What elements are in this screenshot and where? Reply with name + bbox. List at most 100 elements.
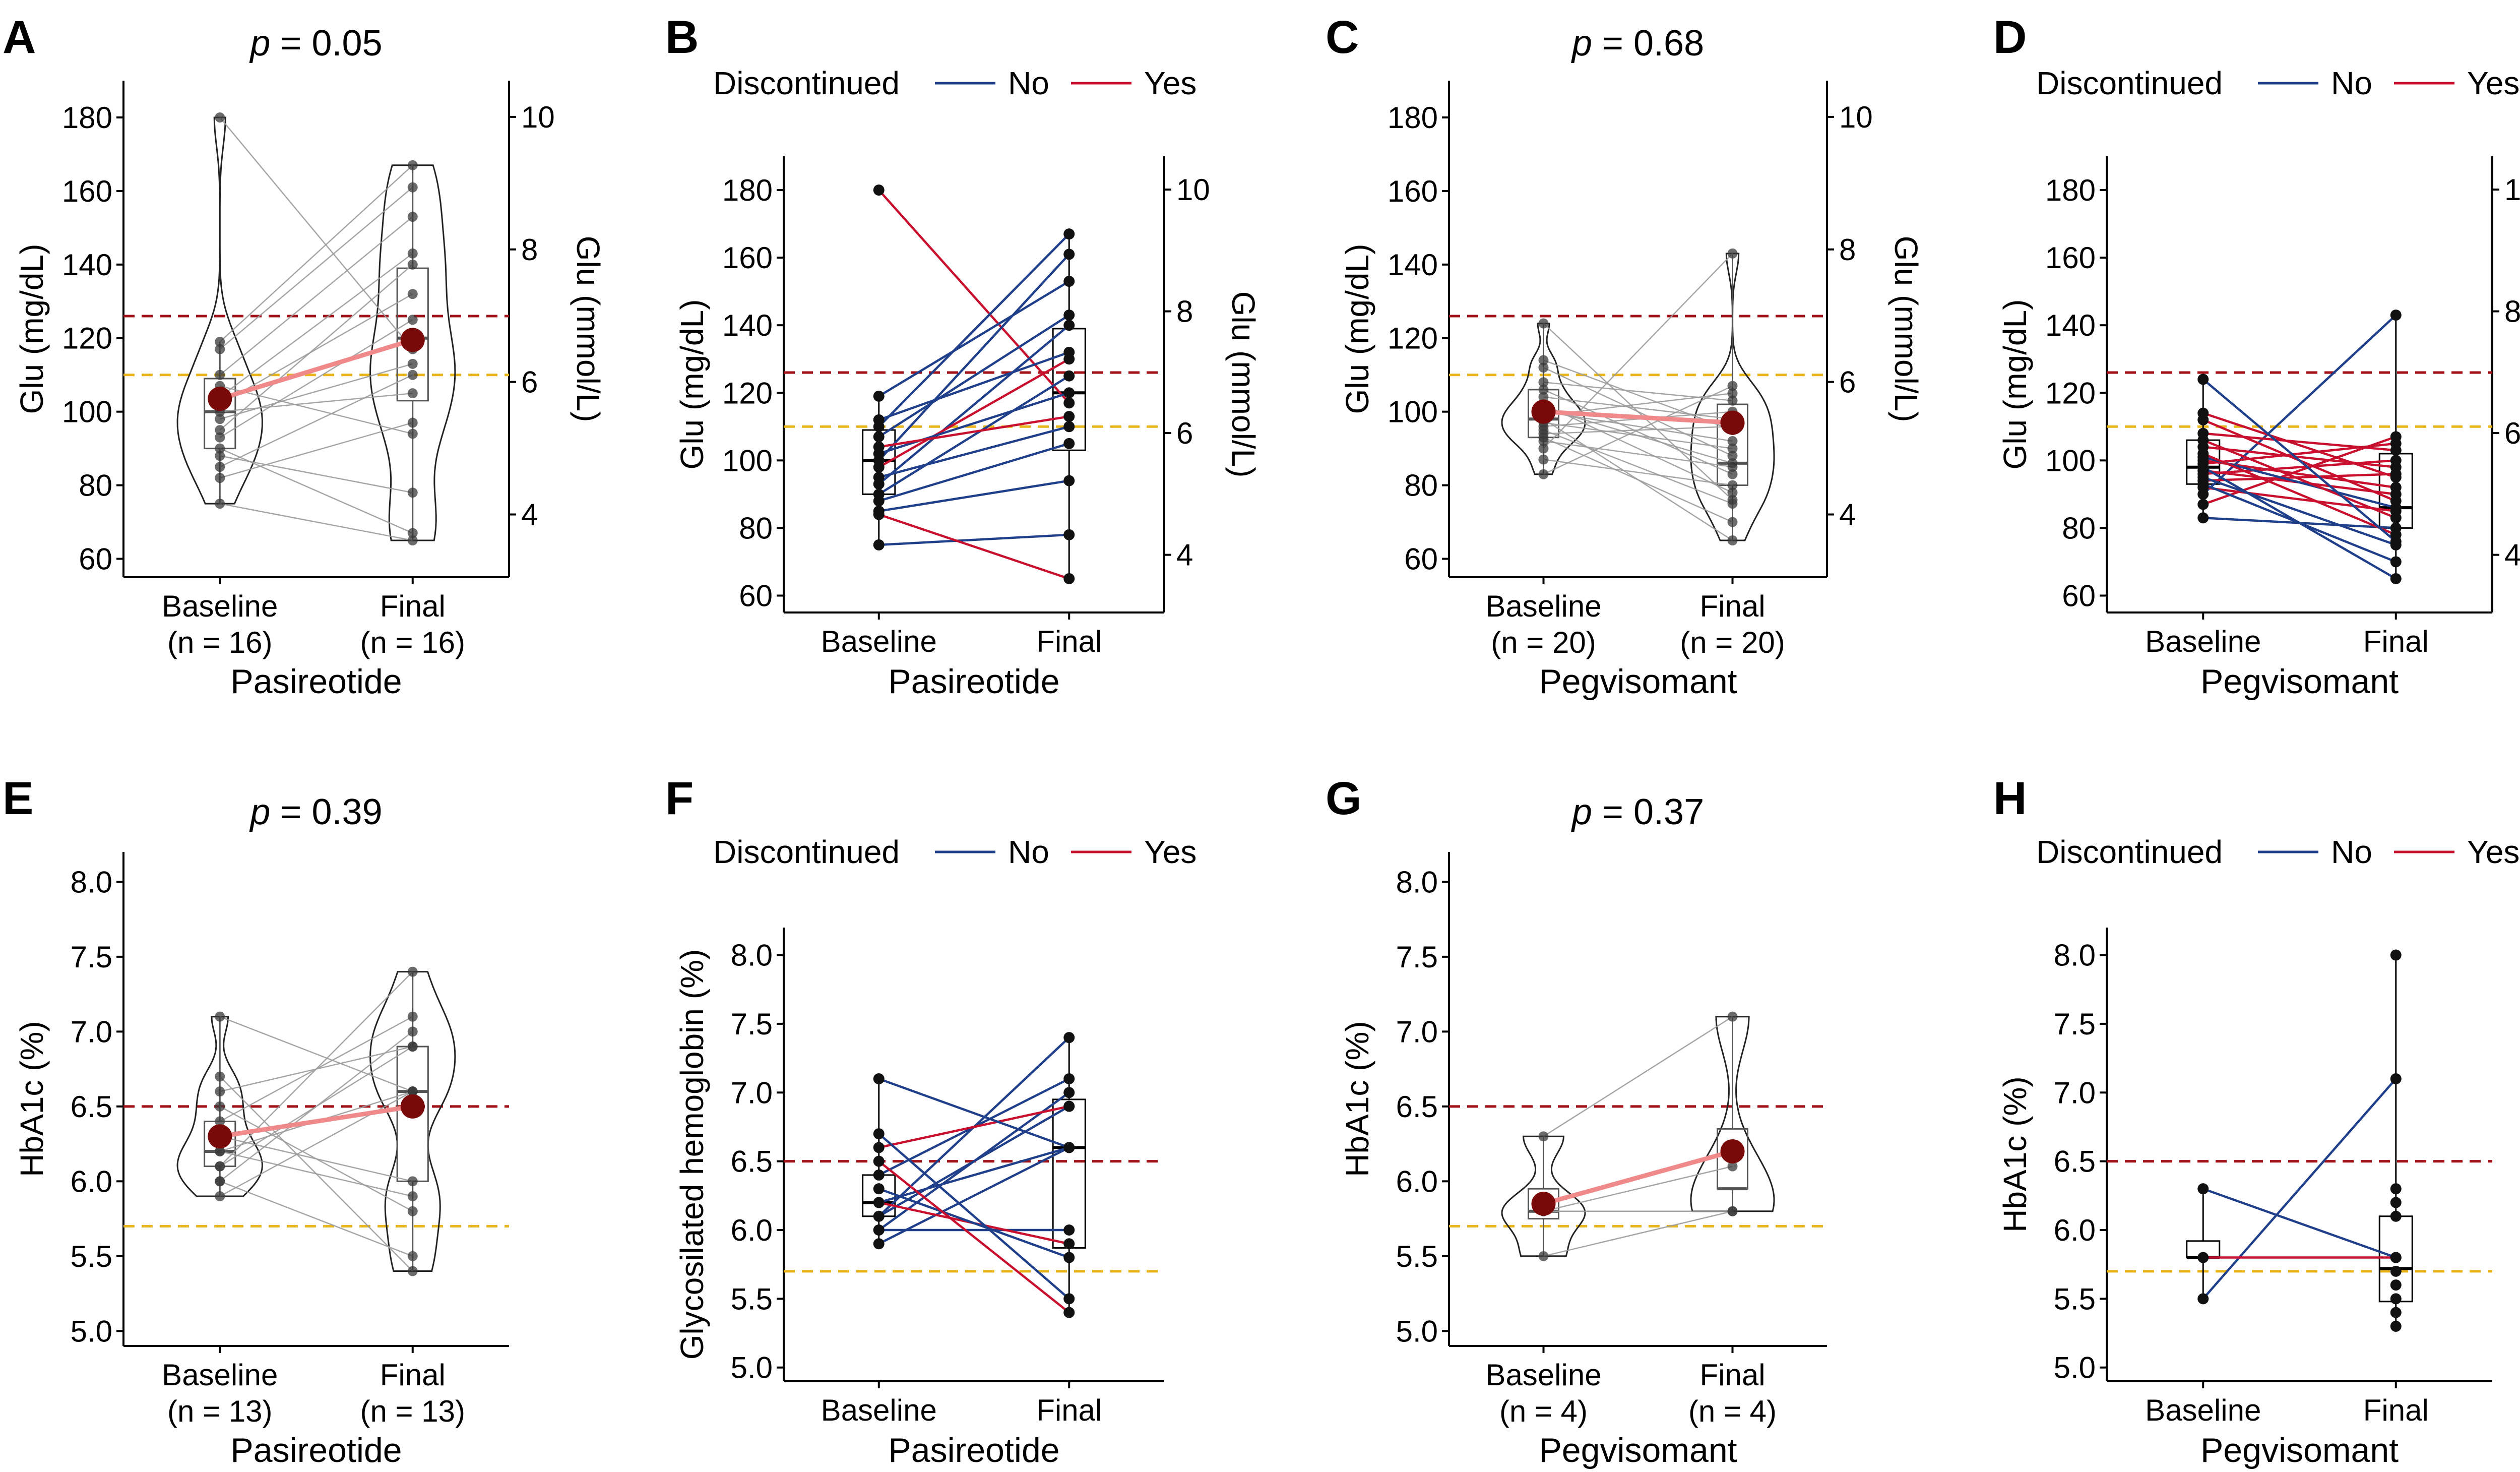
y-tick-label: 120 xyxy=(1388,322,1438,355)
p-value-title: p = 0.68 xyxy=(1571,23,1704,64)
data-point-final xyxy=(407,428,418,439)
y-tick-label: 8.0 xyxy=(1396,865,1438,899)
data-point-final xyxy=(1063,1032,1075,1044)
data-point-baseline xyxy=(1538,469,1549,479)
data-point-final xyxy=(1727,1161,1738,1172)
data-point-final xyxy=(1727,381,1738,391)
y-tick-label: 100 xyxy=(2045,444,2096,477)
legend-no-label: No xyxy=(1008,65,1049,101)
y-tick-label: 6.0 xyxy=(731,1213,773,1247)
x-tick-n-label: (n = 4) xyxy=(1499,1394,1588,1428)
data-point-baseline xyxy=(873,441,885,453)
legend-title: Discontinued xyxy=(2036,834,2223,870)
y2-tick-label: 8 xyxy=(1176,295,1193,329)
data-point-final xyxy=(1063,573,1075,584)
data-point-baseline xyxy=(215,499,225,509)
violin-final xyxy=(1690,1016,1775,1212)
mean-point-baseline xyxy=(208,387,232,411)
data-point-final xyxy=(407,358,418,369)
data-point-final xyxy=(407,1086,418,1097)
paired-line xyxy=(2202,456,2397,509)
mean-point-final xyxy=(1720,410,1745,435)
y-tick-label: 140 xyxy=(1388,248,1438,282)
y-tick-label: 6.0 xyxy=(1396,1164,1438,1198)
y-tick-label: 60 xyxy=(1404,542,1438,576)
y-tick-label: 180 xyxy=(62,101,112,135)
data-point-baseline xyxy=(2197,1293,2209,1305)
x-axis-title: Pegvisomant xyxy=(1539,1431,1737,1469)
data-point-baseline xyxy=(2197,512,2209,524)
y2-tick-label: 4 xyxy=(2504,538,2520,572)
data-point-final xyxy=(1727,443,1738,454)
y2-tick-label: 8 xyxy=(1839,233,1856,267)
y-tick-label: 7.5 xyxy=(1396,940,1438,974)
paired-line xyxy=(219,363,413,420)
data-point-final xyxy=(407,1191,418,1202)
paired-line xyxy=(1543,382,1733,402)
paired-line xyxy=(878,415,1069,448)
paired-line xyxy=(878,533,1069,546)
y-axis-title: HbA1c (%) xyxy=(14,1021,50,1177)
data-point-baseline xyxy=(873,488,885,500)
y2-tick-label: 10 xyxy=(1176,173,1210,207)
data-point-baseline xyxy=(1538,318,1549,329)
paired-line xyxy=(878,324,1070,485)
y-tick-label: 80 xyxy=(79,469,112,503)
paired-line xyxy=(219,374,413,468)
y-tick-label: 100 xyxy=(722,444,773,477)
data-point-baseline xyxy=(215,1011,225,1022)
legend-yes-label: Yes xyxy=(2467,65,2519,101)
y-tick-label: 7.5 xyxy=(2054,1007,2096,1041)
mean-point-baseline xyxy=(1531,1191,1556,1216)
paired-line xyxy=(878,479,1069,513)
paired-line xyxy=(878,280,1070,397)
paired-line xyxy=(2203,432,2396,452)
data-point-baseline xyxy=(215,337,225,347)
y-tick-label: 160 xyxy=(62,174,112,208)
data-point-final xyxy=(1727,248,1738,259)
p-value: = 0.68 xyxy=(1592,23,1704,64)
p-value: = 0.39 xyxy=(270,792,382,832)
paired-line xyxy=(2203,446,2396,468)
y-axis-title: HbA1c (%) xyxy=(1339,1021,1375,1177)
x-tick-n-label: (n = 16) xyxy=(167,626,272,659)
data-point-final xyxy=(2390,445,2402,456)
data-point-final xyxy=(407,1011,418,1022)
x-tick-n-label: (n = 4) xyxy=(1688,1394,1777,1428)
paired-line xyxy=(878,253,1070,461)
p-symbol: p xyxy=(249,792,270,832)
y-tick-label: 7.5 xyxy=(71,940,112,974)
data-point-final xyxy=(1063,1087,1075,1098)
data-point-baseline xyxy=(215,1176,225,1187)
y-tick-label: 5.5 xyxy=(1396,1240,1438,1273)
y-tick-label: 5.5 xyxy=(731,1282,773,1316)
legend-yes-label: Yes xyxy=(1144,834,1196,870)
legend-title: Discontinued xyxy=(2036,65,2223,101)
data-point-final xyxy=(1727,395,1738,406)
y-tick-label: 100 xyxy=(1388,395,1438,429)
violin-baseline xyxy=(1501,1135,1586,1257)
y2-tick-label: 6 xyxy=(1839,365,1856,399)
paired-line xyxy=(1543,323,1733,501)
x-tick-n-label: (n = 13) xyxy=(167,1394,272,1428)
data-point-final xyxy=(1063,228,1075,240)
y2-axis-title: Glu (mmol/L) xyxy=(1888,236,1924,422)
paired-line xyxy=(219,1106,413,1212)
data-point-baseline xyxy=(215,112,225,122)
mean-point-final xyxy=(400,1094,425,1119)
x-tick-label: Baseline xyxy=(2145,1393,2261,1427)
p-symbol: p xyxy=(249,23,270,64)
data-point-baseline xyxy=(215,473,225,483)
data-point-final xyxy=(1063,1100,1075,1112)
x-tick-n-label: (n = 20) xyxy=(1680,626,1785,659)
data-point-baseline xyxy=(215,1101,225,1112)
legend-yes-label: Yes xyxy=(2467,834,2519,870)
paired-line xyxy=(878,358,1070,468)
data-point-baseline xyxy=(2197,499,2209,510)
paired-line xyxy=(219,319,413,438)
y2-tick-label: 8 xyxy=(2504,295,2520,329)
